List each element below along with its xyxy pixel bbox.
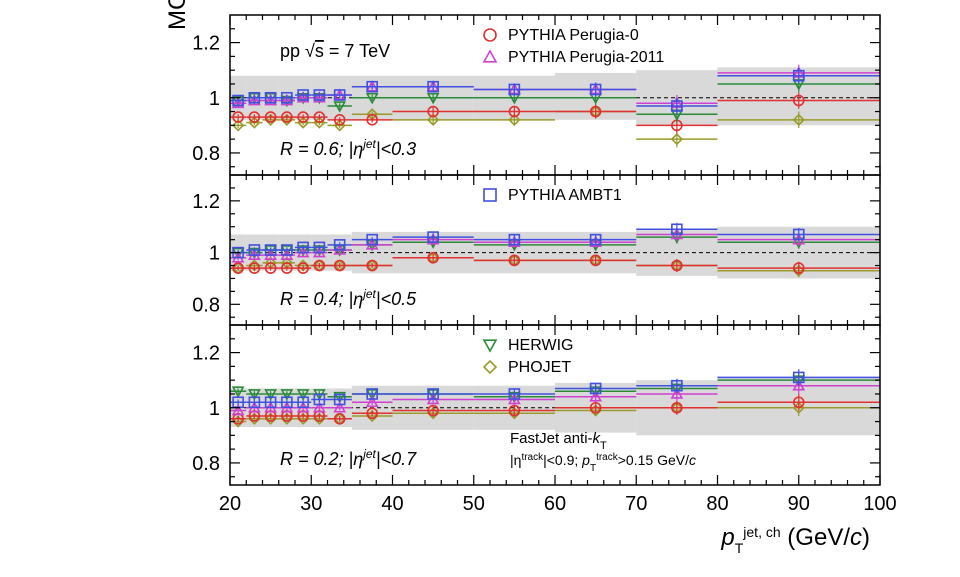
x-tick-label: 30 (300, 493, 322, 515)
x-tick-label: 80 (706, 493, 728, 515)
y-tick-label: 0.8 (192, 453, 220, 475)
panel-annotation: pp √s = 7 TeV (280, 41, 390, 61)
x-tick-label: 50 (463, 493, 485, 515)
panel-2: 0.8 1 1.2 R = 0.2; |ηjet|<0.7 FastJet anti-k… (192, 325, 880, 485)
x-tick-label: 40 (381, 493, 403, 515)
y-tick-label: 1 (209, 243, 220, 265)
panel-annotation: FastJet anti-kT (510, 430, 607, 452)
y-tick-label: 1.2 (192, 343, 220, 365)
x-tick-label: 60 (544, 493, 566, 515)
legend-perugia11: PYTHIA Perugia-2011 (508, 49, 664, 66)
y-tick-label: 1 (209, 398, 220, 420)
x-tick-label: 100 (863, 493, 896, 515)
panel-params-label: R = 0.6; |ηjet|<0.3 (280, 137, 416, 159)
legend-herwig: HERWIG (508, 337, 573, 354)
y-tick-label: 1 (209, 88, 220, 110)
x-tick-label: 70 (625, 493, 647, 515)
y-tick-label: 0.8 (192, 294, 220, 316)
x-tick-label: 20 (219, 493, 241, 515)
panel-annotation: |ηtrack|<0.9; pTtrack>0.15 GeV/c (510, 452, 696, 474)
legend-ambt1: PYTHIA AMBT1 (508, 187, 622, 204)
y-axis-title: MC/data (164, 0, 191, 30)
y-tick-label: 0.8 (192, 143, 220, 165)
y-tick-label: 1.2 (192, 191, 220, 213)
x-axis-title: pTjet, ch (GeV/c) (720, 524, 870, 556)
panel-params-label: R = 0.2; |ηjet|<0.7 (280, 447, 417, 469)
panel-params-label: R = 0.4; |ηjet|<0.5 (280, 287, 417, 309)
panel-0: 0.8 1 1.2 R = 0.6; |ηjet|<0.3 pp √s = 7 TeV P… (192, 15, 880, 175)
x-tick-label: 90 (788, 493, 810, 515)
mc-data-ratio-figure: MC/data 0.8 1 1.2 R = 0.6; |ηjet|<0.3 pp √s =… (0, 0, 960, 577)
legend-perugia0: PYTHIA Perugia-0 (508, 27, 639, 44)
y-tick-label: 1.2 (192, 33, 220, 55)
panel-1: 0.8 1 1.2 R = 0.4; |ηjet|<0.5 PYTHIA AMBT1 (192, 175, 880, 325)
legend-phojet: PHOJET (508, 359, 571, 376)
